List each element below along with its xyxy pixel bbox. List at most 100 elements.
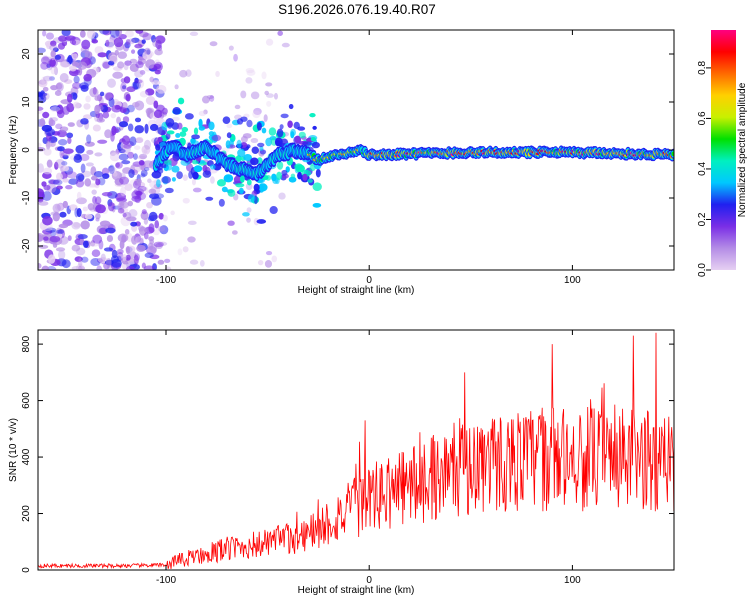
snr-frame (37, 329, 675, 571)
heatmap-cell (191, 178, 196, 186)
heatmap-cell (67, 136, 72, 145)
heatmap-cell (226, 132, 232, 139)
heatmap-cell (108, 202, 115, 212)
heatmap-cell (153, 63, 162, 70)
heatmap-cell (177, 97, 185, 105)
heatmap-cell (84, 51, 93, 59)
heatmap-cell (132, 101, 140, 108)
heatmap-cell (242, 133, 252, 139)
heatmap-cell (94, 46, 104, 55)
heatmap-cell (234, 104, 241, 110)
heatmap-cell (253, 107, 262, 116)
heatmap-cell (131, 235, 138, 245)
heatmap-cell (48, 254, 56, 264)
heatmap-cell (148, 242, 154, 250)
heatmap-cell (43, 236, 49, 241)
heatmap-cell (74, 256, 83, 262)
heatmap-cell (143, 232, 149, 240)
heatmap-cell (159, 225, 169, 235)
heatmap-cell (250, 157, 259, 166)
heatmap-cell (154, 193, 165, 199)
heatmap-cell (111, 170, 123, 181)
heatmap-cell (50, 50, 56, 58)
heatmap-cell (298, 131, 306, 139)
heatmap-cell (211, 134, 222, 142)
heatmap-cell (161, 176, 171, 184)
heatmap-cell (65, 171, 77, 179)
heatmap-cell (65, 185, 73, 190)
heatmap-cell (50, 40, 57, 47)
heatmap-cell (71, 265, 83, 270)
heatmap-cell (271, 173, 277, 182)
heatmap-cell (80, 118, 89, 125)
heatmap-cell (109, 55, 118, 63)
heatmap-cell (128, 209, 138, 218)
heatmap-cell (223, 174, 234, 183)
heatmap-cell (145, 96, 156, 105)
heatmap-cell (250, 91, 260, 100)
x-tick-label: 0 (366, 275, 372, 286)
heatmap-cell (85, 95, 91, 103)
heatmap-cell (101, 167, 110, 176)
heatmap-cell (130, 221, 138, 227)
heatmap-cell (61, 30, 71, 37)
heatmap-cell (82, 114, 93, 120)
heatmap-cell (157, 241, 168, 246)
heatmap-cell (154, 220, 160, 229)
heatmap-cell (134, 117, 142, 123)
heatmap-cell (280, 113, 289, 119)
heatmap-cell (156, 84, 167, 94)
snr-panel: -100 0 100 0 200 400 600 800 Height of straigh… (8, 329, 675, 596)
heatmap-cell (95, 104, 104, 111)
heatmap-cell (155, 242, 163, 250)
heatmap-cell (108, 97, 115, 108)
heatmap-cell (124, 60, 132, 66)
heatmap-cell (73, 75, 80, 84)
heatmap-cell (75, 145, 85, 154)
heatmap-cell (92, 234, 103, 245)
heatmap-cell (297, 126, 306, 131)
heatmap-cell (96, 265, 103, 270)
heatmap-cell (86, 134, 92, 144)
heatmap-cell (102, 173, 110, 179)
heatmap-cell (155, 179, 161, 188)
heatmap-cell (120, 82, 127, 92)
heatmap-cell (94, 104, 101, 115)
heatmap-x-axis-label: Height of straight line (km) (298, 285, 415, 296)
heatmap-cell (134, 125, 145, 134)
heatmap-cell (66, 132, 74, 139)
heatmap-cell (68, 204, 78, 211)
heatmap-cell (226, 123, 233, 129)
heatmap-cell (671, 151, 674, 157)
heatmap-cell (77, 174, 85, 181)
heatmap-cell (175, 132, 181, 138)
heatmap-cell (143, 265, 155, 270)
heatmap-cell (206, 94, 214, 100)
heatmap-cell (184, 113, 194, 120)
heatmap-cell (50, 106, 61, 113)
heatmap-cell (288, 176, 297, 183)
heatmap-cell (144, 139, 152, 150)
heatmap-cell (67, 235, 72, 241)
heatmap-cell (75, 173, 85, 182)
heatmap-cell (66, 93, 73, 103)
heatmap-cell (288, 103, 294, 110)
heatmap-cell (287, 120, 293, 128)
heatmap-cell (252, 110, 261, 119)
heatmap-cell (171, 177, 176, 182)
heatmap-cell (125, 265, 135, 270)
heatmap-cell (62, 154, 69, 160)
heatmap-cell (143, 217, 149, 225)
heatmap-cell (69, 65, 77, 72)
y-tick-label: -20 (21, 238, 32, 253)
heatmap-cell (38, 147, 46, 152)
heatmap-cell (162, 214, 168, 222)
heatmap-cell (151, 170, 162, 179)
heatmap-cell (84, 178, 92, 187)
heatmap-cell (42, 56, 53, 61)
heatmap-cell (95, 204, 106, 214)
heatmap-cell (81, 39, 91, 50)
colorbar-tick-label: 0.6 (697, 111, 708, 125)
heatmap-cell (215, 70, 220, 77)
